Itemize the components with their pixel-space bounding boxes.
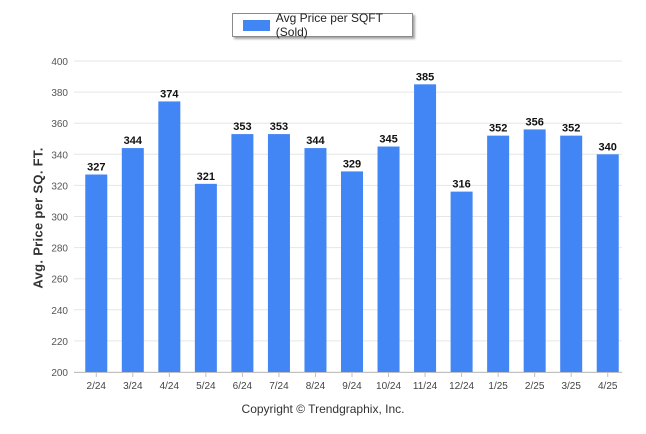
data-label: 352	[562, 123, 580, 135]
x-tick-label: 1/25	[488, 381, 508, 392]
x-tick-label: 4/25	[598, 381, 618, 392]
bar	[487, 135, 510, 372]
bar	[304, 148, 327, 372]
data-label: 327	[87, 162, 105, 174]
x-tick-label: 5/24	[196, 381, 216, 392]
data-label: 353	[233, 121, 251, 133]
bar	[194, 183, 217, 372]
y-tick-label: 300	[51, 213, 68, 224]
data-label: 345	[379, 134, 397, 146]
y-tick-label: 360	[51, 119, 68, 130]
bar	[560, 135, 583, 372]
legend: Avg Price per SQFT (Sold)	[232, 11, 413, 39]
x-tick-label: 8/24	[306, 381, 326, 392]
x-tick-label: 7/24	[269, 381, 289, 392]
y-tick-label: 260	[51, 275, 68, 286]
data-label: 344	[306, 135, 325, 147]
data-label: 321	[197, 171, 215, 183]
bar	[121, 148, 144, 372]
y-tick-label: 200	[51, 368, 68, 379]
x-tick-label: 2/24	[87, 381, 107, 392]
bar	[414, 84, 437, 372]
bar	[267, 134, 290, 372]
data-label: 356	[525, 116, 543, 128]
data-label: 329	[343, 158, 361, 170]
x-tick-label: 9/24	[342, 381, 362, 392]
bar	[596, 154, 619, 372]
x-tick-label: 2/25	[525, 381, 545, 392]
x-tick-label: 3/24	[123, 381, 143, 392]
bar	[85, 174, 108, 372]
y-tick-label: 400	[51, 57, 68, 68]
data-label: 340	[599, 141, 617, 153]
y-tick-label: 280	[51, 244, 68, 255]
bar	[450, 191, 473, 372]
bar	[377, 146, 400, 372]
x-tick-label: 4/24	[160, 381, 180, 392]
x-tick-label: 6/24	[233, 381, 253, 392]
y-tick-label: 320	[51, 181, 68, 192]
bar	[158, 101, 181, 373]
legend-swatch	[243, 19, 270, 31]
x-tick-label: 3/25	[561, 381, 581, 392]
x-tick-label: 12/24	[449, 381, 474, 392]
data-label: 352	[489, 123, 507, 135]
y-tick-label: 240	[51, 306, 68, 317]
data-label: 353	[270, 121, 288, 133]
x-tick-label: 10/24	[376, 381, 401, 392]
data-label: 374	[160, 88, 179, 100]
data-label: 316	[452, 179, 470, 191]
copyright-footer: Copyright © Trendgraphix, Inc.	[241, 402, 405, 416]
bar	[341, 171, 363, 372]
y-tick-label: 220	[51, 337, 68, 348]
bar	[231, 134, 254, 372]
data-label: 385	[416, 71, 434, 83]
x-tick-label: 11/24	[413, 381, 438, 392]
legend-label: Avg Price per SQFT (Sold)	[275, 11, 383, 39]
data-label: 344	[124, 135, 143, 147]
y-tick-label: 340	[51, 150, 68, 161]
y-tick-label: 380	[51, 88, 68, 99]
bar	[523, 129, 546, 372]
